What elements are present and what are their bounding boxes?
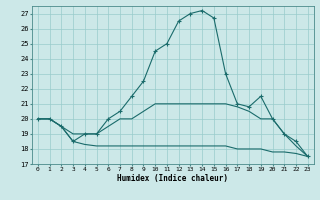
X-axis label: Humidex (Indice chaleur): Humidex (Indice chaleur)	[117, 174, 228, 183]
